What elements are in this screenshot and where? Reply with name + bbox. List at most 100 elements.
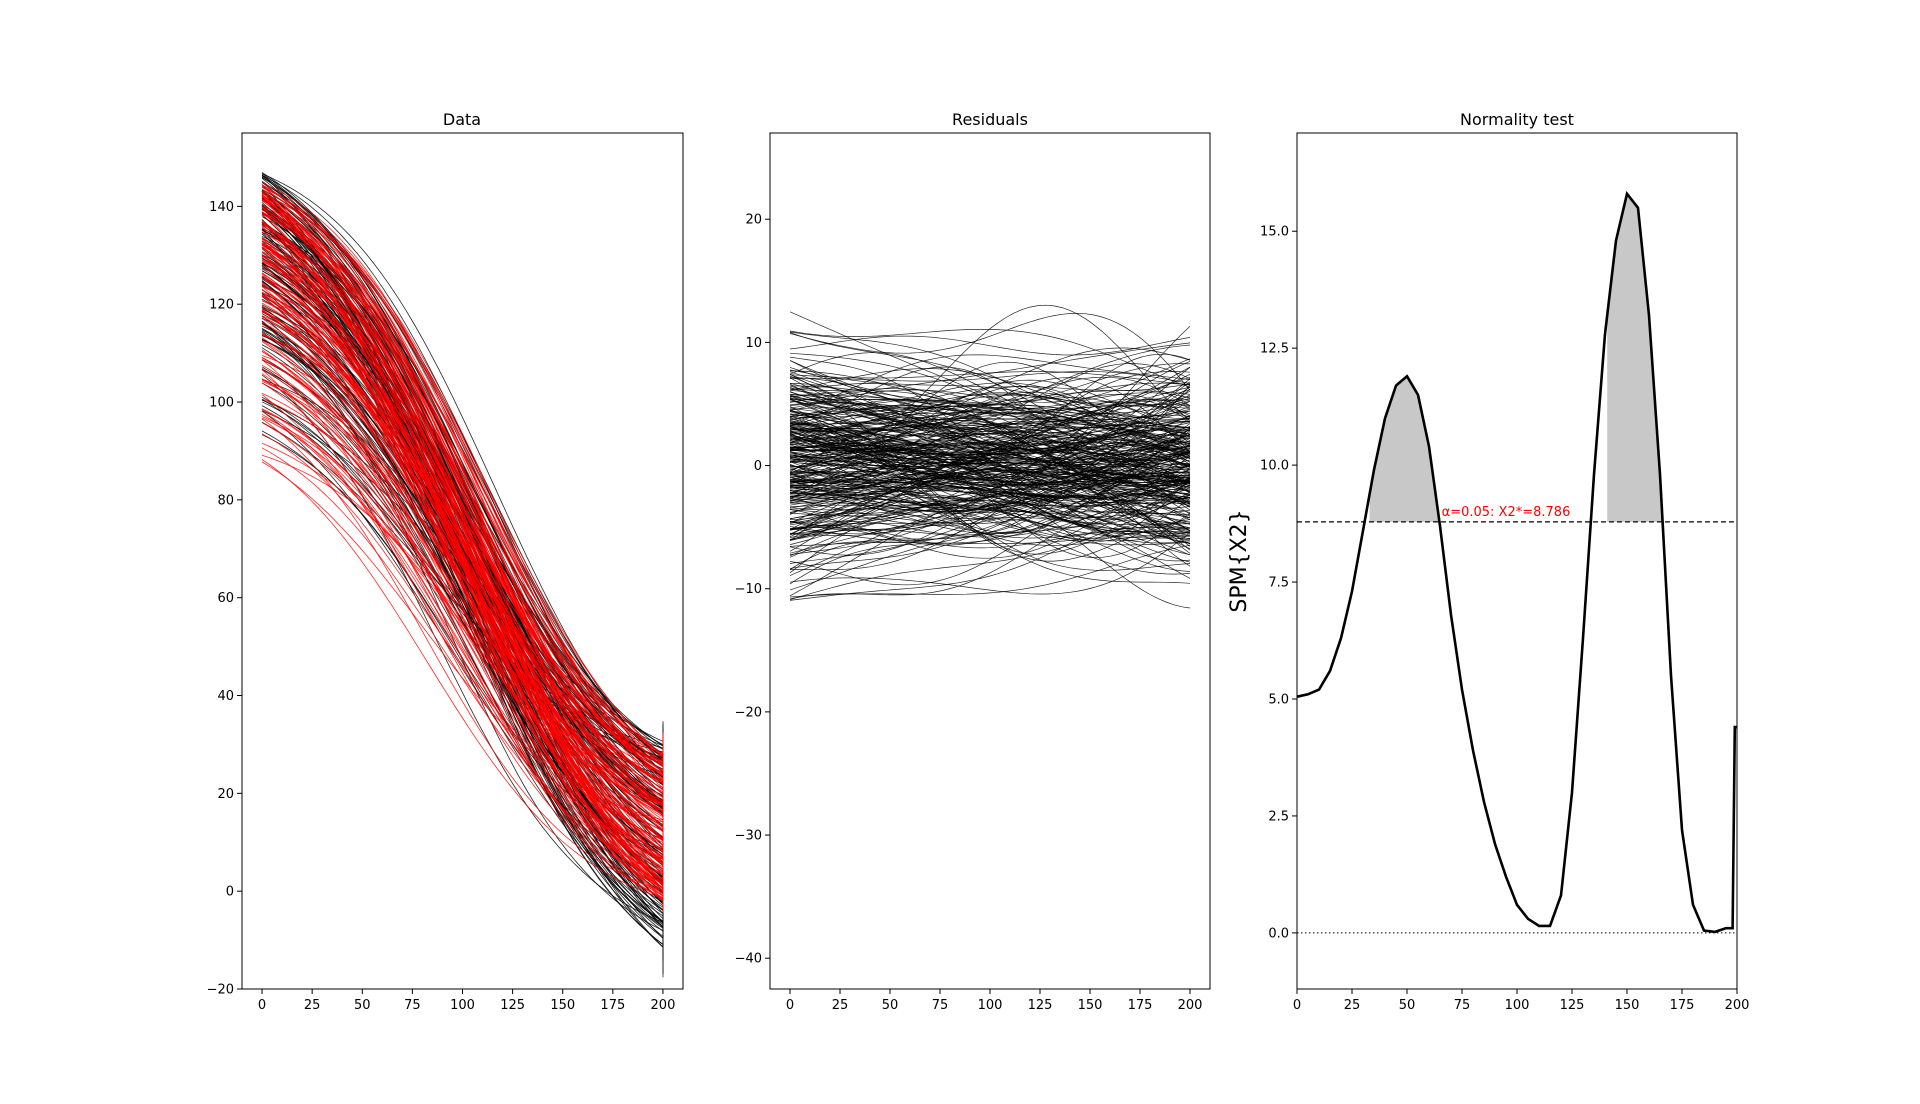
residual-curve <box>789 428 1191 541</box>
data-curve <box>261 373 664 874</box>
threshold-label: α=0.05: X2*=8.786 <box>1442 505 1571 520</box>
data-curve <box>261 337 664 910</box>
suprathreshold-clusters <box>1369 193 1665 522</box>
residual-curve <box>789 527 1191 547</box>
data-curve <box>261 199 664 792</box>
data-curve <box>261 251 664 881</box>
y-tick-label: −20 <box>207 983 234 998</box>
residual-curve <box>789 312 1191 391</box>
x-tick-label: 175 <box>1128 998 1153 1013</box>
data-curve <box>261 222 664 857</box>
data-curve <box>261 418 664 897</box>
data-curve <box>261 286 664 879</box>
x-tick-label: 175 <box>600 998 625 1013</box>
x-tick-label: 25 <box>304 998 321 1013</box>
data-curve <box>261 213 664 859</box>
data-curve <box>261 288 664 892</box>
y-tick-label: 12.5 <box>1260 342 1289 357</box>
residual-curve <box>789 518 1191 572</box>
residual-curve <box>789 420 1191 519</box>
data-curve <box>261 289 664 850</box>
y-tick-label: 15.0 <box>1260 225 1289 240</box>
y-tick-label: 2.5 <box>1268 809 1289 824</box>
residual-curve <box>789 367 1191 462</box>
y-tick-label: 10 <box>745 336 762 351</box>
residual-curve <box>789 398 1191 446</box>
residual-curve <box>789 445 1191 530</box>
residual-curve <box>789 404 1191 428</box>
x-tick-label: 75 <box>404 998 421 1013</box>
residual-curve <box>789 391 1191 529</box>
data-curve <box>261 222 664 832</box>
normality-title: Normality test <box>1460 110 1574 129</box>
data-curve <box>261 300 664 772</box>
residual-curve <box>789 422 1191 511</box>
x-tick-label: 100 <box>450 998 475 1013</box>
y-tick-label: 5.0 <box>1268 692 1289 707</box>
residual-curves <box>789 304 1191 609</box>
x-tick-label: 125 <box>500 998 525 1013</box>
panel-data: Data 0 25 50 75 100 125 150 175 200 −20 0 20 40 60 80… <box>207 110 684 1013</box>
data-curve <box>261 237 664 794</box>
residual-curve <box>789 383 1191 411</box>
residual-curve <box>789 439 1191 513</box>
residual-curve <box>789 474 1191 569</box>
residual-curve <box>789 391 1191 517</box>
residual-curve <box>789 366 1191 497</box>
data-curve <box>261 242 664 854</box>
residual-curve <box>789 387 1191 555</box>
residual-curve <box>789 404 1190 421</box>
y-tick-label: −20 <box>735 705 762 720</box>
data-curve <box>261 454 664 811</box>
y-tick-label: 0 <box>226 885 234 900</box>
residual-curve <box>789 532 1191 595</box>
y-tick-label: 120 <box>209 298 234 313</box>
residual-curve <box>789 430 1191 485</box>
data-curve <box>261 182 664 816</box>
data-curves <box>261 172 664 978</box>
residual-curve <box>789 430 1191 492</box>
residual-curve <box>789 426 1191 484</box>
data-curve <box>261 242 664 808</box>
residual-curve <box>789 398 1191 547</box>
data-curve <box>261 264 664 848</box>
residual-curve <box>789 415 1191 442</box>
x-tick-label: 0 <box>258 998 266 1013</box>
y-tick-label: 0 <box>754 459 762 474</box>
data-curve <box>261 410 664 893</box>
x-tick-label: 75 <box>932 998 949 1013</box>
data-curve <box>261 393 664 831</box>
y-tick-label: 60 <box>217 591 234 606</box>
residual-curve <box>789 431 1191 492</box>
x-tick-label: 200 <box>1178 998 1203 1013</box>
residual-curve <box>789 402 1191 499</box>
data-curve <box>261 237 664 852</box>
y-tick-label: 0.0 <box>1268 926 1289 941</box>
normality-axes-frame <box>1296 132 1738 990</box>
data-curve <box>261 341 664 903</box>
data-curve <box>261 240 664 886</box>
residual-curve <box>789 373 1191 533</box>
x-tick-label: 150 <box>1078 998 1103 1013</box>
x-tick-label: 200 <box>651 998 676 1013</box>
data-curve <box>261 461 664 852</box>
data-curve <box>261 333 664 775</box>
x-tick-label: 100 <box>978 998 1003 1013</box>
data-curve <box>261 398 664 888</box>
data-curve <box>261 394 664 896</box>
residuals-title: Residuals <box>952 110 1028 129</box>
residual-curve <box>789 451 1191 485</box>
x-tick-label: 175 <box>1670 998 1695 1013</box>
x-tick-label: 100 <box>1505 998 1530 1013</box>
y-tick-label: 7.5 <box>1268 576 1289 591</box>
panel-residuals: Residuals 0 25 50 75 100 125 150 175 200 −40−30−… <box>735 110 1211 1013</box>
data-curve <box>261 408 664 825</box>
residual-curve <box>789 352 1191 448</box>
residual-curve <box>789 476 1191 486</box>
residual-curve <box>789 356 1191 508</box>
residual-curve <box>789 466 1191 508</box>
residual-curve <box>789 417 1191 477</box>
y-tick-label: 40 <box>217 689 234 704</box>
residual-curve <box>789 507 1191 534</box>
spm-curve <box>1296 190 1737 934</box>
